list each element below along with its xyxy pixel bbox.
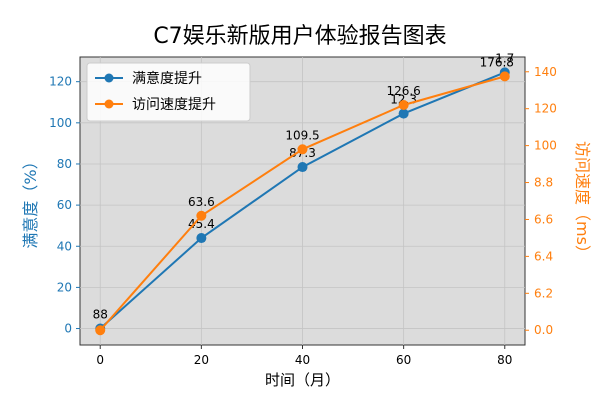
y-left-tick-label: 40 — [57, 239, 72, 253]
y-axis-right-label: 访问速度（ms） — [573, 141, 592, 261]
x-tick-label: 20 — [194, 353, 209, 367]
y-right-tick-label: 6.4 — [534, 249, 553, 263]
y-right-tick-label: 0.0 — [534, 323, 553, 337]
legend-label-speed: 访问速度提升 — [132, 97, 216, 113]
x-tick-label: 40 — [295, 353, 310, 367]
data-point-1 — [398, 100, 409, 110]
y-right-tick-label: 100 — [534, 139, 557, 153]
x-tick-label: 0 — [96, 353, 104, 367]
y-left-tick-label: 120 — [49, 75, 72, 89]
y-right-tick-label: 8.8 — [534, 176, 553, 190]
data-point-0 — [196, 233, 207, 244]
data-label-1: 176.8 — [480, 55, 514, 69]
data-point-1 — [196, 210, 207, 221]
x-axis-label: 时间（月） — [265, 371, 340, 389]
x-tick-label: 60 — [396, 353, 411, 367]
chart-title: C7娱乐新版用户体验报告图表 — [153, 24, 446, 49]
y-left-tick-label: 20 — [57, 280, 72, 294]
x-tick-label: 80 — [497, 353, 512, 367]
y-right-tick-label: 6.6 — [534, 212, 553, 226]
data-label-1: 109.5 — [285, 128, 319, 142]
data-label-0: 45.4 — [188, 217, 215, 231]
data-point-1 — [95, 325, 106, 336]
y-left-tick-label: 80 — [57, 157, 72, 171]
axes: 0 20 40 60 80 0 20 40 60 80 100 120 0.0 6.2 6.4 6.6 8.8 1… — [49, 65, 557, 367]
y-right-tick-label: 120 — [534, 102, 557, 116]
legend-box — [86, 62, 251, 122]
data-label-1: 126.6 — [386, 84, 420, 98]
legend-label-satisfaction: 满意度提升 — [132, 70, 202, 87]
y-left-tick-label: 60 — [57, 198, 72, 212]
legend-marker-speed — [104, 99, 114, 109]
data-point-0 — [297, 162, 308, 173]
legend: 满意度提升 访问速度提升 — [86, 62, 251, 122]
y-axis-left-label: 满意度（%） — [21, 153, 40, 248]
y-right-tick-label: 140 — [534, 65, 557, 79]
data-label-0: 88 — [93, 308, 108, 322]
grid-lines — [80, 57, 525, 345]
y-right-tick-label: 6.2 — [534, 286, 553, 300]
y-left-tick-label: 0 — [64, 322, 72, 336]
data-label-1: 63.6 — [188, 195, 215, 209]
data-point-0 — [398, 108, 409, 119]
legend-marker-satisfaction — [104, 73, 114, 83]
data-point-1 — [297, 144, 308, 155]
y-left-tick-label: 100 — [49, 116, 72, 130]
data-point-1 — [499, 71, 510, 82]
data-label-0: 1.7 — [495, 51, 514, 65]
